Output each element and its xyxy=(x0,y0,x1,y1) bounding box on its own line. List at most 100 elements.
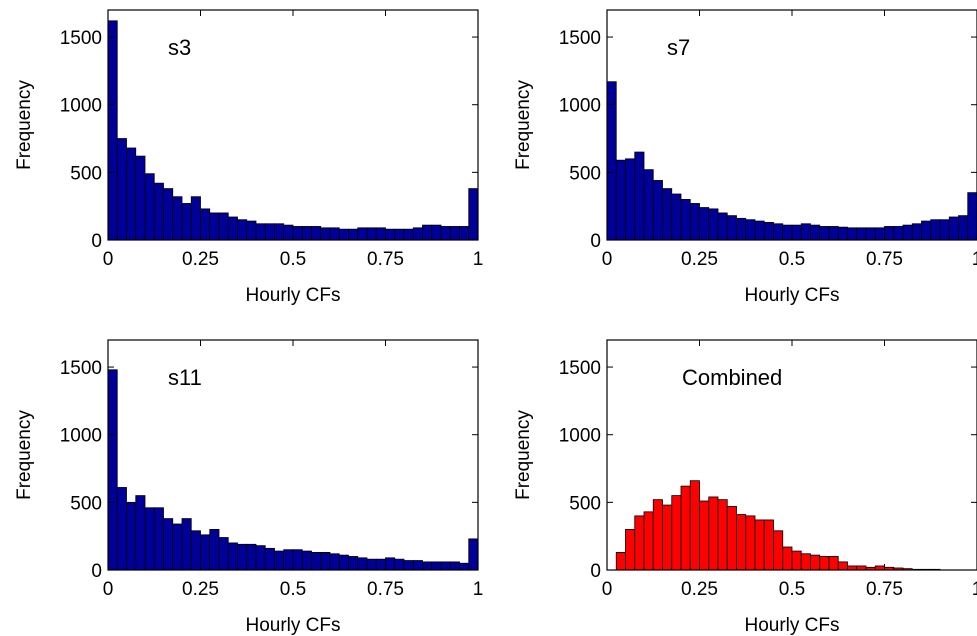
histogram-bar xyxy=(153,182,164,241)
histogram-bar xyxy=(190,530,201,571)
histogram-bar xyxy=(153,507,164,571)
histogram-bar xyxy=(135,155,146,241)
histogram-bar xyxy=(320,552,331,571)
histogram-bar xyxy=(736,217,747,241)
histogram-bar xyxy=(172,523,183,571)
y-tick-label: 500 xyxy=(70,163,102,184)
y-tick-label: 500 xyxy=(569,163,601,184)
histogram-bar xyxy=(301,550,312,571)
histogram-bar xyxy=(791,224,802,241)
x-tick-label: 1 xyxy=(972,579,977,600)
histogram-bar xyxy=(108,369,118,571)
histogram-bar xyxy=(911,223,922,241)
histogram-bar xyxy=(108,20,118,241)
panel-label: Combined xyxy=(682,365,782,390)
histogram-bar xyxy=(116,138,127,241)
histogram-bar xyxy=(699,207,710,241)
histogram-bar xyxy=(163,188,174,241)
histogram-bar xyxy=(200,534,211,571)
histogram-bar xyxy=(717,212,728,241)
y-tick-label: 0 xyxy=(590,561,601,582)
histogram-bar xyxy=(163,518,174,571)
histogram-bar xyxy=(283,549,294,571)
histogram-bar xyxy=(459,562,470,571)
histogram-bar xyxy=(338,554,349,571)
histogram-bar xyxy=(671,193,682,241)
x-tick-label: 0.5 xyxy=(280,579,306,600)
histogram-bar xyxy=(745,219,756,241)
histogram-bar xyxy=(763,519,774,571)
histogram-bar xyxy=(782,546,793,571)
x-tick-label: 0 xyxy=(602,249,613,270)
histogram-bar xyxy=(135,495,146,571)
histogram-bar xyxy=(348,556,359,571)
histogram-bar xyxy=(357,557,368,571)
y-axis-label: Frequency xyxy=(513,80,534,170)
x-axis-label: Hourly CFs xyxy=(245,615,340,636)
histogram-bar xyxy=(689,480,700,571)
x-tick-label: 1 xyxy=(972,249,977,270)
histogram-bar xyxy=(680,485,691,571)
histogram-bar xyxy=(412,560,423,571)
histogram-bar xyxy=(311,552,322,571)
panel-label: s7 xyxy=(667,35,690,60)
y-tick-label: 1000 xyxy=(559,426,601,447)
y-tick-label: 1500 xyxy=(60,358,102,379)
histogram-bar xyxy=(699,500,710,571)
histogram-bar xyxy=(791,550,802,571)
x-tick-label: 0.5 xyxy=(779,579,805,600)
x-axis-label: Hourly CFs xyxy=(245,285,340,306)
histogram-bar xyxy=(227,542,238,571)
histogram-bar xyxy=(116,487,127,571)
histogram-bar xyxy=(403,560,414,571)
histogram-bar xyxy=(301,226,312,241)
histogram-bar xyxy=(736,514,747,571)
histogram-bar xyxy=(440,561,451,571)
histogram-bar xyxy=(782,224,793,241)
x-tick-label: 0.25 xyxy=(182,249,219,270)
bar-series xyxy=(108,20,479,241)
histogram-bar xyxy=(652,499,663,571)
histogram-bar xyxy=(930,219,941,241)
x-tick-label: 0 xyxy=(602,579,613,600)
histogram-panel-2: 0 0.25 0.5 0.75 1 0 500 1000 1500 Hourly CFs Frequ… xyxy=(513,9,977,306)
histogram-bar xyxy=(662,188,673,241)
y-tick-label: 1500 xyxy=(559,358,601,379)
x-tick-label: 0 xyxy=(103,579,114,600)
histogram-bar xyxy=(847,565,858,571)
histogram-bar xyxy=(403,228,414,241)
histogram-bar xyxy=(643,169,654,241)
histogram-bar xyxy=(819,226,830,241)
histogram-bar xyxy=(209,212,220,241)
histogram-bar xyxy=(200,208,211,241)
histogram-bar xyxy=(847,227,858,241)
histogram-bar xyxy=(468,538,479,571)
histogram-bar xyxy=(246,543,257,571)
histogram-bar xyxy=(634,515,645,571)
histogram-bar xyxy=(680,199,691,241)
histogram-bar xyxy=(856,227,867,241)
histogram-bar xyxy=(394,228,405,241)
histogram-bar xyxy=(246,220,257,241)
y-tick-label: 1000 xyxy=(559,96,601,117)
histogram-bar xyxy=(329,227,340,241)
histogram-bar xyxy=(615,159,626,241)
histogram-bar xyxy=(726,215,737,241)
histogram-bar xyxy=(773,530,784,571)
x-tick-label: 0.75 xyxy=(866,579,903,600)
histogram-bar xyxy=(800,553,811,571)
histogram-bar xyxy=(837,561,848,571)
y-tick-label: 1500 xyxy=(559,28,601,49)
histogram-bar xyxy=(292,549,303,571)
histogram-bar xyxy=(643,511,654,571)
x-tick-label: 0.25 xyxy=(681,249,718,270)
y-axis-label: Frequency xyxy=(14,410,35,500)
histogram-bar xyxy=(689,203,700,241)
histogram-bar xyxy=(422,224,433,241)
y-axis-label: Frequency xyxy=(14,80,35,170)
histogram-bar xyxy=(283,224,294,241)
panel-label: s11 xyxy=(168,365,202,390)
histogram-bar xyxy=(874,565,885,571)
histogram-bar xyxy=(449,226,460,241)
histogram-bar xyxy=(819,556,830,571)
